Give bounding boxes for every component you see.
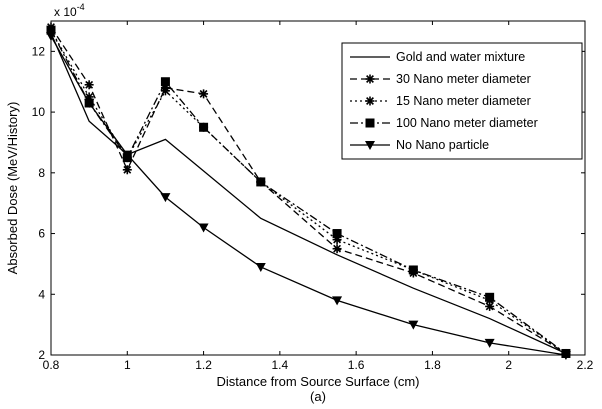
triangle-down-marker: [484, 338, 495, 348]
triangle-down-marker: [84, 98, 95, 108]
y-axis-label: Absorbed Dose (MeV/History): [5, 102, 20, 275]
series-gold-and-water-mixture: [50, 32, 567, 355]
x-axis-label: Distance from Source Surface (cm): [216, 374, 419, 389]
square-marker: [199, 122, 209, 132]
triangle-down-marker: [408, 320, 419, 330]
legend-entry: 15 Nano meter diameter: [350, 94, 531, 108]
y-exponent-power: -4: [77, 2, 85, 12]
figure-caption: (a): [310, 389, 326, 404]
star-marker: [365, 74, 375, 84]
star-marker: [365, 96, 375, 106]
square-marker: [160, 77, 170, 87]
series-line: [50, 26, 567, 355]
series-line: [50, 29, 567, 355]
triangle-down-marker: [332, 296, 343, 306]
star-marker: [332, 244, 342, 254]
series-layer: [46, 22, 571, 360]
square-marker: [485, 292, 495, 302]
legend-label: No Nano particle: [396, 138, 489, 152]
x-tick-label: 0.8: [43, 358, 60, 372]
star-marker: [122, 165, 132, 175]
y-tick-label: 6: [38, 227, 45, 241]
triangle-down-marker: [122, 150, 133, 160]
square-marker: [365, 118, 375, 128]
triangle-down-marker: [198, 223, 209, 233]
y-tick-label: 8: [38, 166, 45, 180]
square-marker: [46, 25, 56, 35]
x-tick-label: 2.2: [577, 358, 594, 372]
legend-label: Gold and water mixture: [396, 50, 525, 64]
square-marker: [256, 177, 266, 187]
axis-ticks: 0.8 1 1.2 1.4 1.6 1.8 2 2.2 2 4 6 8 10 12: [32, 21, 594, 372]
triangle-down-marker: [560, 351, 571, 360]
triangle-down-marker: [255, 262, 266, 272]
series-no-nano-particle: [46, 32, 571, 360]
legend-label: 30 Nano meter diameter: [396, 72, 531, 86]
star-marker: [160, 86, 170, 96]
square-marker: [408, 265, 418, 275]
legend-entry: 100 Nano meter diameter: [350, 116, 538, 130]
legend: Gold and water mixture 30 Nano meter diam…: [341, 42, 583, 160]
y-exponent-label: x 10-4: [54, 2, 85, 19]
x-tick-label: 1.8: [424, 358, 441, 372]
x-tick-label: 1: [124, 358, 131, 372]
y-exponent-base: x 10: [54, 5, 77, 19]
legend-entry: No Nano particle: [350, 138, 489, 152]
series-line: [50, 35, 567, 356]
triangle-down-marker: [160, 193, 171, 203]
series-line: [50, 32, 567, 355]
legend-label: 15 Nano meter diameter: [396, 94, 531, 108]
y-tick-label: 10: [32, 105, 46, 119]
legend-label: 100 Nano meter diameter: [396, 116, 538, 130]
square-marker: [332, 229, 342, 239]
legend-entry: Gold and water mixture: [350, 50, 525, 64]
x-tick-label: 1.4: [272, 358, 289, 372]
x-tick-label: 2: [505, 358, 512, 372]
star-marker: [84, 80, 94, 90]
y-tick-label: 12: [32, 44, 46, 58]
star-marker: [199, 89, 209, 99]
series-line: [50, 29, 567, 355]
legend-entry: 30 Nano meter diameter: [350, 72, 531, 86]
y-tick-label: 4: [38, 287, 45, 301]
triangle-down-marker: [365, 141, 375, 150]
x-tick-label: 1.6: [348, 358, 365, 372]
x-tick-label: 1.2: [195, 358, 212, 372]
triangle-down-marker: [46, 32, 56, 42]
y-tick-label: 2: [38, 348, 45, 362]
